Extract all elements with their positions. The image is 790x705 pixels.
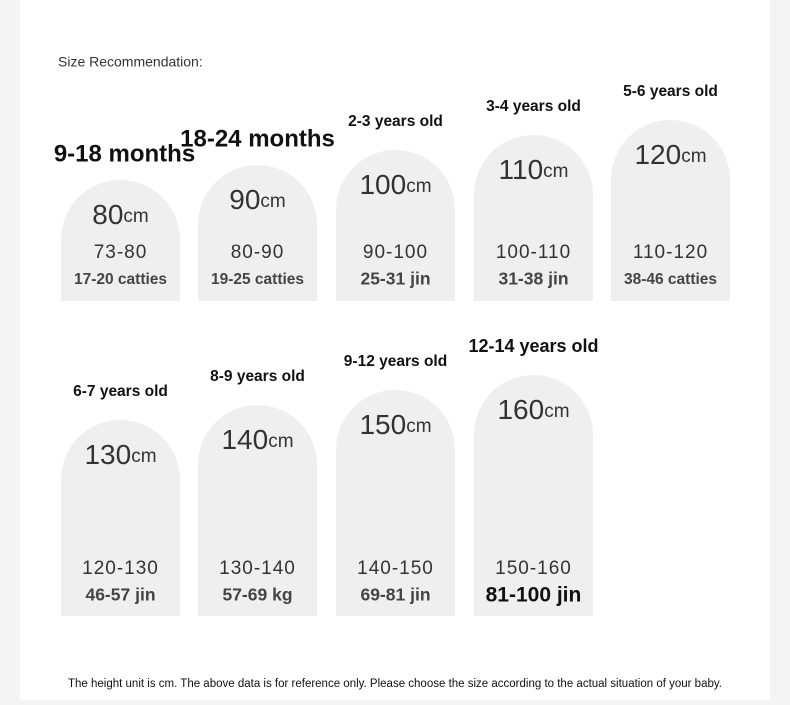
title: Size Recommendation:: [58, 54, 203, 70]
size-card: [198, 165, 317, 301]
size-value: 120cm: [634, 139, 706, 170]
footnote: The height unit is cm. The above data is…: [68, 678, 722, 690]
weight-range: 38-46 catties: [624, 271, 717, 288]
age-label: 3-4 years old: [486, 98, 581, 115]
size-number: 90: [229, 184, 260, 215]
height-range: 130-140: [219, 558, 296, 579]
age-label: 9-18 months: [54, 140, 195, 167]
age-label: 12-14 years old: [468, 336, 598, 356]
age-label: 5-6 years old: [623, 83, 718, 100]
weight-range: 17-20 catties: [74, 271, 167, 288]
size-card: [474, 375, 593, 616]
size-value: 150cm: [359, 409, 431, 440]
size-number: 110: [499, 154, 544, 185]
size-number: 100: [359, 169, 406, 200]
size-value: 80cm: [92, 199, 148, 230]
height-range: 90-100: [363, 242, 428, 263]
size-card: [336, 390, 456, 616]
weight-range: 69-81 jin: [360, 585, 430, 605]
height-range: 120-130: [82, 558, 159, 579]
height-range: 110-120: [633, 242, 708, 263]
size-unit: cm: [131, 446, 156, 467]
size-value: 160cm: [497, 394, 569, 425]
height-range: 150-160: [495, 558, 572, 579]
size-number: 130: [84, 439, 131, 470]
size-unit: cm: [406, 176, 431, 197]
size-unit: cm: [260, 191, 285, 212]
age-label: 9-12 years old: [344, 353, 447, 370]
weight-range: 46-57 jin: [85, 585, 155, 605]
size-value: 140cm: [221, 424, 293, 455]
size-card: [336, 150, 456, 301]
weight-range: 25-31 jin: [360, 269, 430, 289]
height-range: 73-80: [94, 242, 148, 263]
size-number: 140: [221, 424, 268, 455]
size-value: 90cm: [229, 184, 285, 215]
size-number: 80: [92, 199, 123, 230]
size-card: [198, 405, 317, 616]
size-unit: cm: [268, 431, 293, 452]
age-label: 8-9 years old: [210, 368, 305, 385]
weight-range: 81-100 jin: [486, 584, 582, 607]
size-card: [611, 120, 730, 302]
weight-range: 31-38 jin: [498, 269, 568, 289]
height-range: 80-90: [231, 242, 285, 263]
size-unit: cm: [123, 206, 148, 227]
size-value: 130cm: [84, 439, 156, 470]
height-range: 140-150: [357, 558, 434, 579]
size-number: 120: [634, 139, 681, 170]
age-label: 6-7 years old: [73, 383, 168, 400]
size-value: 110cm: [499, 154, 569, 185]
size-card: [474, 135, 593, 301]
weight-range: 19-25 catties: [211, 271, 304, 288]
size-card: [61, 180, 180, 301]
size-number: 160: [497, 394, 544, 425]
height-range: 100-110: [496, 242, 571, 263]
weight-range: 57-69 kg: [222, 585, 292, 605]
size-value: 100cm: [359, 169, 431, 200]
age-label: 18-24 months: [180, 125, 335, 152]
size-unit: cm: [544, 401, 569, 422]
size-card: [61, 420, 180, 616]
age-label: 2-3 years old: [348, 113, 443, 130]
size-number: 150: [359, 409, 406, 440]
size-unit: cm: [543, 161, 568, 182]
size-unit: cm: [681, 146, 706, 167]
size-unit: cm: [406, 416, 431, 437]
